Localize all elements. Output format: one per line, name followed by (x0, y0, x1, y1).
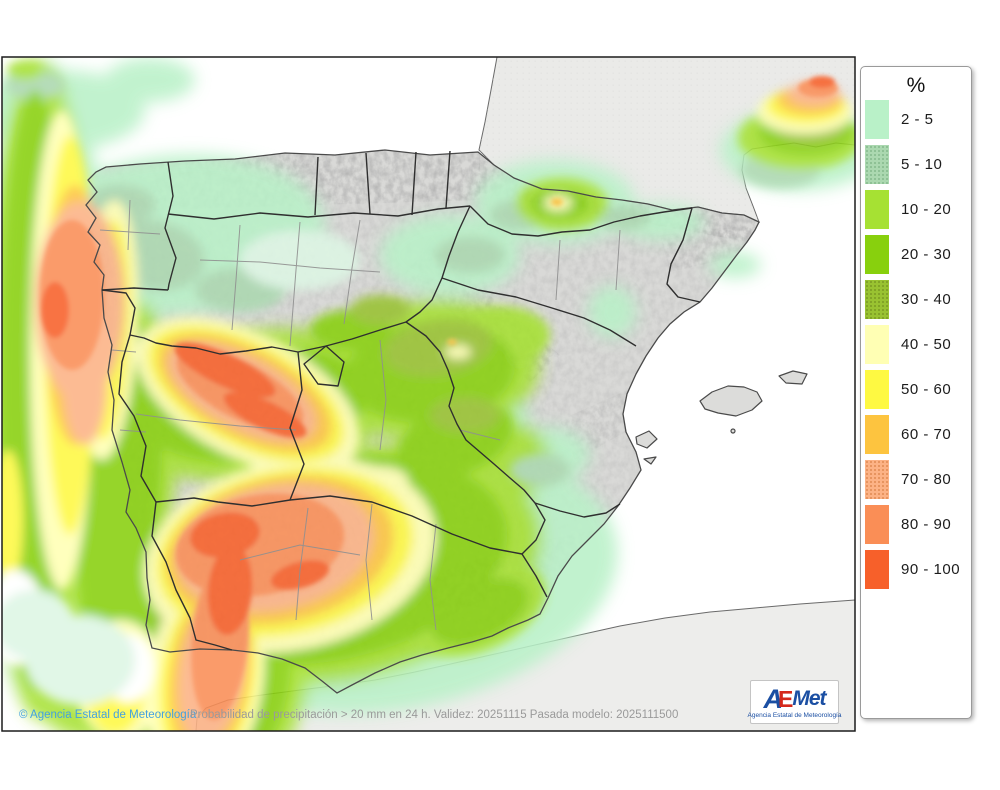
legend-swatch (865, 100, 889, 139)
logo-letter-a: A (763, 684, 783, 714)
legend-swatch (865, 280, 889, 319)
aemet-logo-wordmark: A E Met (763, 684, 826, 714)
legend-row: 50 - 60 (865, 370, 971, 409)
legend-row: 60 - 70 (865, 415, 971, 454)
balearic-islands (635, 370, 808, 465)
legend-swatch (865, 325, 889, 364)
legend-row: 5 - 10 (865, 145, 971, 184)
legend-rows: 2 - 5 5 - 10 10 - 20 20 - 30 30 - 40 40 - 50 5… (861, 100, 971, 589)
legend-row: 2 - 5 (865, 100, 971, 139)
legend-label: 90 - 100 (901, 561, 961, 578)
legend-label: 40 - 50 (901, 336, 952, 353)
logo-letter-e: E (777, 686, 794, 712)
copyright-attribution: © Agencia Estatal de Meteorología (19, 709, 197, 721)
aemet-logo-subtitle: Agencia Estatal de Meteorología (747, 712, 842, 719)
legend-swatch (865, 505, 889, 544)
legend-label: 80 - 90 (901, 516, 952, 533)
legend-swatch (865, 370, 889, 409)
legend-row: 30 - 40 (865, 280, 971, 319)
legend-row: 10 - 20 (865, 190, 971, 229)
legend-swatch (865, 145, 889, 184)
legend-label: 60 - 70 (901, 426, 952, 443)
legend-label: 20 - 30 (901, 246, 952, 263)
legend-label: 10 - 20 (901, 201, 952, 218)
legend-swatch (865, 415, 889, 454)
legend-swatch (865, 235, 889, 274)
legend-label: 2 - 5 (901, 111, 934, 128)
aemet-logo: A E Met Agencia Estatal de Meteorología (747, 680, 842, 724)
legend-title: % (906, 74, 926, 97)
logo-letters-met: Met (792, 687, 826, 710)
legend-row: 20 - 30 (865, 235, 971, 274)
legend-row: 80 - 90 (865, 505, 971, 544)
province-boundaries (99, 199, 621, 631)
legend-label: 50 - 60 (901, 381, 952, 398)
region-boundaries (101, 150, 701, 651)
legend-swatch (865, 190, 889, 229)
legend-swatch (865, 460, 889, 499)
legend-row: 90 - 100 (865, 550, 971, 589)
map-frame (1, 56, 856, 732)
legend-swatch (865, 550, 889, 589)
legend-row: 70 - 80 (865, 460, 971, 499)
legend-row: 40 - 50 (865, 325, 971, 364)
legend-panel: % 2 - 5 5 - 10 10 - 20 20 - 30 30 - 40 40 - 5… (860, 66, 972, 719)
legend-label: 70 - 80 (901, 471, 952, 488)
legend-label: 5 - 10 (901, 156, 943, 173)
legend-label: 30 - 40 (901, 291, 952, 308)
forecast-caption: Probabilidad de precipitación > 20 mm en… (190, 709, 679, 721)
